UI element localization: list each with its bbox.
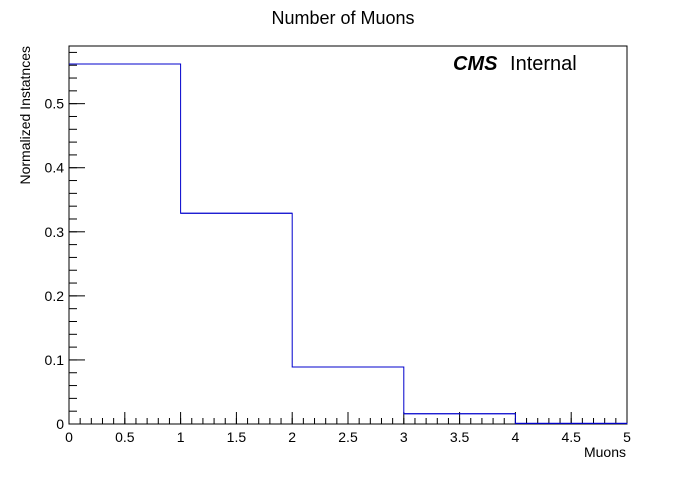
x-tick-label: 3.5 <box>450 429 470 445</box>
y-tick-label: 0.1 <box>45 352 65 368</box>
chart-title: Number of Muons <box>271 8 414 28</box>
y-tick-label: 0.2 <box>45 288 65 304</box>
y-tick-label: 0.3 <box>45 224 65 240</box>
x-tick-label: 1 <box>177 429 185 445</box>
x-tick-label: 1.5 <box>227 429 247 445</box>
x-tick-label: 3 <box>400 429 408 445</box>
cms-label: CMS <box>453 53 498 75</box>
x-tick-label: 2.5 <box>338 429 358 445</box>
x-tick-label: 5 <box>623 429 631 445</box>
x-tick-label: 2 <box>288 429 296 445</box>
x-tick-label: 0 <box>65 429 73 445</box>
x-axis-label: Muons <box>584 444 626 460</box>
x-tick-label: 4 <box>512 429 520 445</box>
y-tick-label: 0 <box>56 416 64 432</box>
y-axis-label: Normalized Instatnces <box>17 46 33 185</box>
x-tick-label: 0.5 <box>115 429 135 445</box>
y-tick-label: 0.4 <box>45 160 65 176</box>
internal-label: Internal <box>510 53 577 75</box>
cms-annotation: CMS Internal <box>453 53 577 75</box>
histogram-outline <box>69 63 628 424</box>
y-tick-label: 0.5 <box>45 96 65 112</box>
x-axis-ticks: 0 0.5 1 1.5 2 2.5 3 3.5 4 4.5 5 <box>65 412 631 445</box>
histogram-bins <box>69 63 627 424</box>
y-axis-ticks: 0 0.1 0.2 0.3 0.4 0.5 <box>45 96 85 432</box>
x-tick-label: 4.5 <box>561 429 581 445</box>
minor-ticks <box>68 51 628 425</box>
